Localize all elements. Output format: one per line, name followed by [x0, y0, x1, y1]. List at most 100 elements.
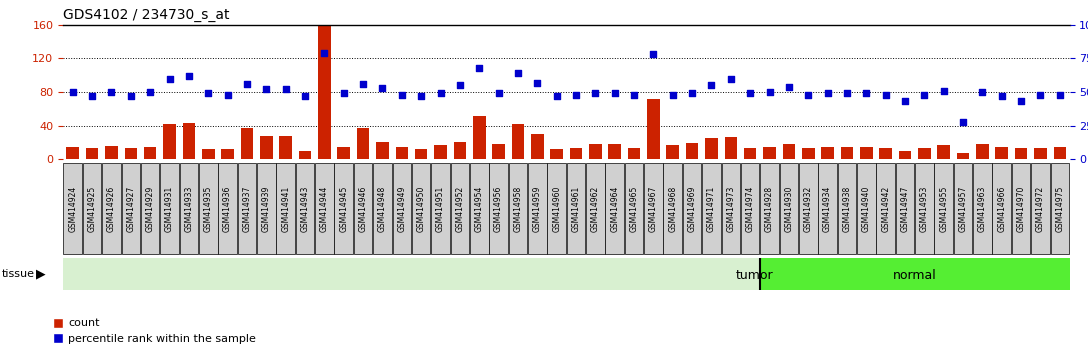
Bar	[318, 27, 331, 159]
FancyBboxPatch shape	[876, 163, 895, 255]
FancyBboxPatch shape	[393, 163, 411, 255]
Point	[316, 50, 333, 56]
Bar	[221, 149, 234, 159]
Text: GSM414956: GSM414956	[494, 185, 503, 232]
Text: GSM414931: GSM414931	[165, 186, 174, 232]
Point	[258, 86, 275, 92]
Point	[916, 92, 934, 98]
Text: GSM414949: GSM414949	[397, 185, 406, 232]
FancyBboxPatch shape	[83, 163, 101, 255]
Text: GSM414969: GSM414969	[688, 185, 696, 232]
Text: GSM414974: GSM414974	[745, 185, 755, 232]
FancyBboxPatch shape	[141, 163, 160, 255]
Bar	[66, 147, 79, 159]
Bar	[106, 146, 118, 159]
Text: GSM414952: GSM414952	[456, 186, 465, 232]
FancyBboxPatch shape	[664, 163, 682, 255]
Point	[64, 89, 82, 95]
Text: tissue: tissue	[2, 269, 35, 279]
Bar	[899, 151, 912, 159]
Point	[219, 92, 236, 98]
Bar	[163, 124, 176, 159]
Point	[819, 91, 837, 96]
FancyBboxPatch shape	[547, 163, 566, 255]
FancyBboxPatch shape	[102, 163, 121, 255]
FancyBboxPatch shape	[122, 163, 140, 255]
Text: GSM414925: GSM414925	[88, 186, 97, 232]
Bar	[454, 142, 466, 159]
Bar	[759, 258, 1079, 290]
Bar	[608, 144, 621, 159]
FancyBboxPatch shape	[761, 163, 779, 255]
FancyBboxPatch shape	[1012, 163, 1030, 255]
Point	[84, 93, 101, 99]
Bar	[821, 147, 833, 159]
Text: GSM414941: GSM414941	[281, 186, 290, 232]
Point	[452, 82, 469, 88]
Bar	[763, 147, 776, 159]
FancyBboxPatch shape	[199, 163, 218, 255]
Text: GSM414946: GSM414946	[359, 185, 368, 232]
Bar	[976, 144, 989, 159]
Text: normal: normal	[893, 269, 937, 282]
FancyBboxPatch shape	[683, 163, 702, 255]
Point	[355, 81, 372, 87]
FancyBboxPatch shape	[237, 163, 257, 255]
Text: GSM414975: GSM414975	[1055, 185, 1064, 232]
Bar	[511, 124, 524, 159]
FancyBboxPatch shape	[992, 163, 1011, 255]
Point	[857, 91, 875, 96]
FancyBboxPatch shape	[644, 163, 663, 255]
Bar	[918, 148, 930, 159]
FancyBboxPatch shape	[702, 163, 720, 255]
Bar	[434, 145, 447, 159]
Bar	[144, 147, 157, 159]
Point	[877, 92, 894, 98]
Text: GSM414940: GSM414940	[862, 185, 870, 232]
Text: GSM414927: GSM414927	[126, 186, 135, 232]
Bar	[744, 148, 756, 159]
Bar	[782, 144, 795, 159]
Point	[374, 85, 392, 91]
FancyBboxPatch shape	[818, 163, 837, 255]
Point	[393, 92, 410, 98]
Text: GSM414947: GSM414947	[901, 185, 910, 232]
Text: GSM414930: GSM414930	[784, 185, 793, 232]
FancyBboxPatch shape	[296, 163, 314, 255]
Point	[703, 82, 720, 88]
FancyBboxPatch shape	[721, 163, 740, 255]
Text: GSM414943: GSM414943	[300, 185, 309, 232]
Bar	[396, 147, 408, 159]
Bar	[589, 144, 602, 159]
Point	[238, 81, 256, 87]
FancyBboxPatch shape	[838, 163, 856, 255]
Text: GSM414939: GSM414939	[262, 185, 271, 232]
Bar	[376, 142, 388, 159]
Legend: count, percentile rank within the sample: count, percentile rank within the sample	[49, 314, 260, 348]
Text: GSM414924: GSM414924	[69, 186, 77, 232]
FancyBboxPatch shape	[63, 163, 82, 255]
Text: GSM414938: GSM414938	[842, 186, 852, 232]
Text: GSM414945: GSM414945	[339, 185, 348, 232]
Point	[122, 93, 139, 99]
FancyBboxPatch shape	[373, 163, 392, 255]
FancyBboxPatch shape	[450, 163, 469, 255]
FancyBboxPatch shape	[490, 163, 508, 255]
Bar	[183, 123, 195, 159]
Point	[335, 91, 353, 96]
Bar	[124, 148, 137, 159]
Point	[741, 91, 758, 96]
Text: GSM414964: GSM414964	[610, 185, 619, 232]
Point	[1031, 92, 1049, 98]
FancyBboxPatch shape	[586, 163, 605, 255]
Point	[993, 93, 1011, 99]
Point	[722, 76, 740, 81]
Text: GSM414962: GSM414962	[591, 186, 599, 232]
Text: GSM414971: GSM414971	[707, 186, 716, 232]
Bar	[685, 143, 698, 159]
Bar	[956, 153, 969, 159]
FancyBboxPatch shape	[935, 163, 953, 255]
Text: GSM414967: GSM414967	[648, 185, 658, 232]
Point	[1051, 92, 1068, 98]
Text: GSM414933: GSM414933	[184, 185, 194, 232]
